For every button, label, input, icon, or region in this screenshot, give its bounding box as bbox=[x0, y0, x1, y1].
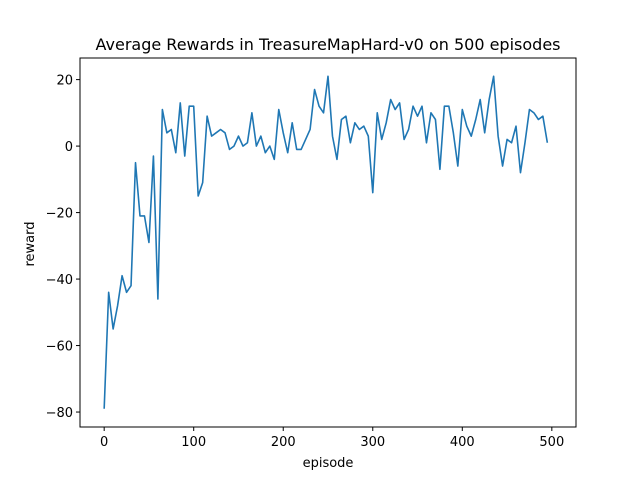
y-tick-label: −60 bbox=[46, 340, 73, 355]
chart-title: Average Rewards in TreasureMapHard-v0 on… bbox=[96, 35, 561, 54]
plot-frame bbox=[79, 57, 577, 428]
x-tick-label: 0 bbox=[100, 435, 108, 450]
axis-ticks: 0 100 200 300 400 500 −80 −60 −40 −20 0 20 bbox=[46, 74, 565, 450]
x-tick-label: 500 bbox=[539, 435, 564, 450]
x-axis-label: episode bbox=[303, 456, 354, 471]
y-tick-label: −80 bbox=[46, 406, 73, 421]
y-tick-label: 0 bbox=[65, 140, 73, 155]
x-tick-label: 300 bbox=[360, 435, 385, 450]
x-tick-label: 100 bbox=[181, 435, 206, 450]
y-tick-label: −20 bbox=[46, 207, 73, 222]
x-tick-label: 200 bbox=[271, 435, 296, 450]
y-tick-label: 20 bbox=[56, 74, 73, 89]
series-group bbox=[103, 75, 549, 409]
reward-series-line bbox=[103, 75, 549, 409]
x-tick-label: 400 bbox=[450, 435, 475, 450]
y-tick-label: −40 bbox=[46, 273, 73, 288]
y-axis-label: reward bbox=[23, 221, 38, 266]
